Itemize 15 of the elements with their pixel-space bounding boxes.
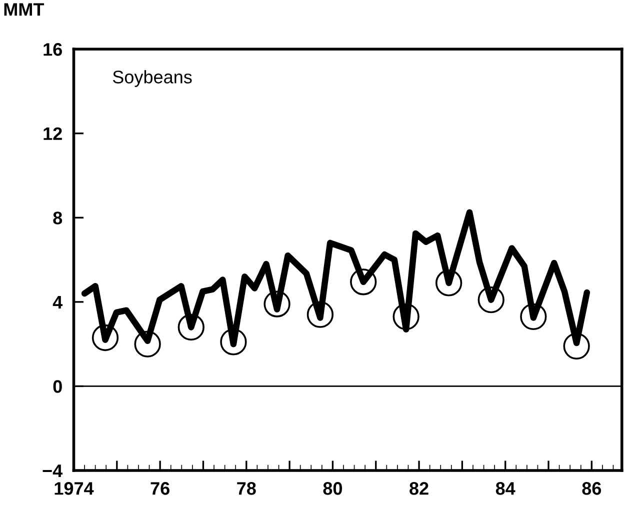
x-tick-label: 76 [150,482,170,495]
y-tick-label: 12 [44,127,62,140]
text: Soybeans [112,70,192,88]
x-tick-label: 82 [410,482,428,495]
x-tick-label: 80 [323,482,342,495]
y-tick-label: 16 [44,43,62,56]
y-tick-label: −4 [42,464,63,478]
x-tick-label: 84 [496,482,516,495]
x-tick-label: 1974 [54,482,94,495]
x-tick-label: 78 [237,482,256,495]
y-tick-label: 8 [53,212,62,224]
x-tick-label: 86 [582,482,602,495]
y-tick-label: 4 [52,296,63,308]
y-axis-title: MMT [4,3,44,16]
y-tick-label: 0 [53,380,62,393]
